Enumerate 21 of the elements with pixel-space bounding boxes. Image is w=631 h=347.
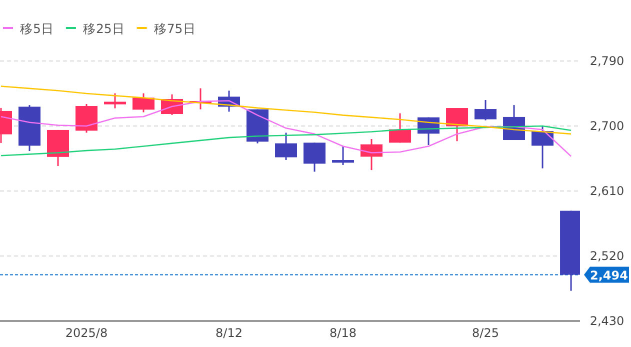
x-tick-label: 8/12 (216, 326, 242, 340)
candlestick (474, 99, 497, 122)
candlestick (446, 107, 468, 142)
legend-label: 移25日 (82, 21, 125, 36)
x-tick-label: 2025/8 (65, 326, 108, 340)
candlestick (104, 92, 126, 110)
x-tick-label: 8/18 (330, 326, 356, 340)
ref-line-label: 2,494 (590, 268, 628, 282)
y-tick-label: 2,700 (590, 119, 624, 133)
x-tick-label: 8/25 (472, 326, 499, 340)
legend-label: 移5日 (20, 21, 54, 36)
candlestick (389, 112, 412, 144)
candlestick (332, 145, 354, 166)
y-tick-label: 2,790 (590, 54, 624, 68)
legend-label: 移75日 (154, 21, 196, 36)
y-tick-label: 2,610 (590, 184, 624, 198)
candlestick (304, 142, 326, 172)
y-tick-label: 2,430 (590, 314, 624, 328)
candlestick (132, 92, 155, 114)
y-tick-label: 2,520 (590, 249, 624, 263)
candlestick (275, 132, 298, 161)
